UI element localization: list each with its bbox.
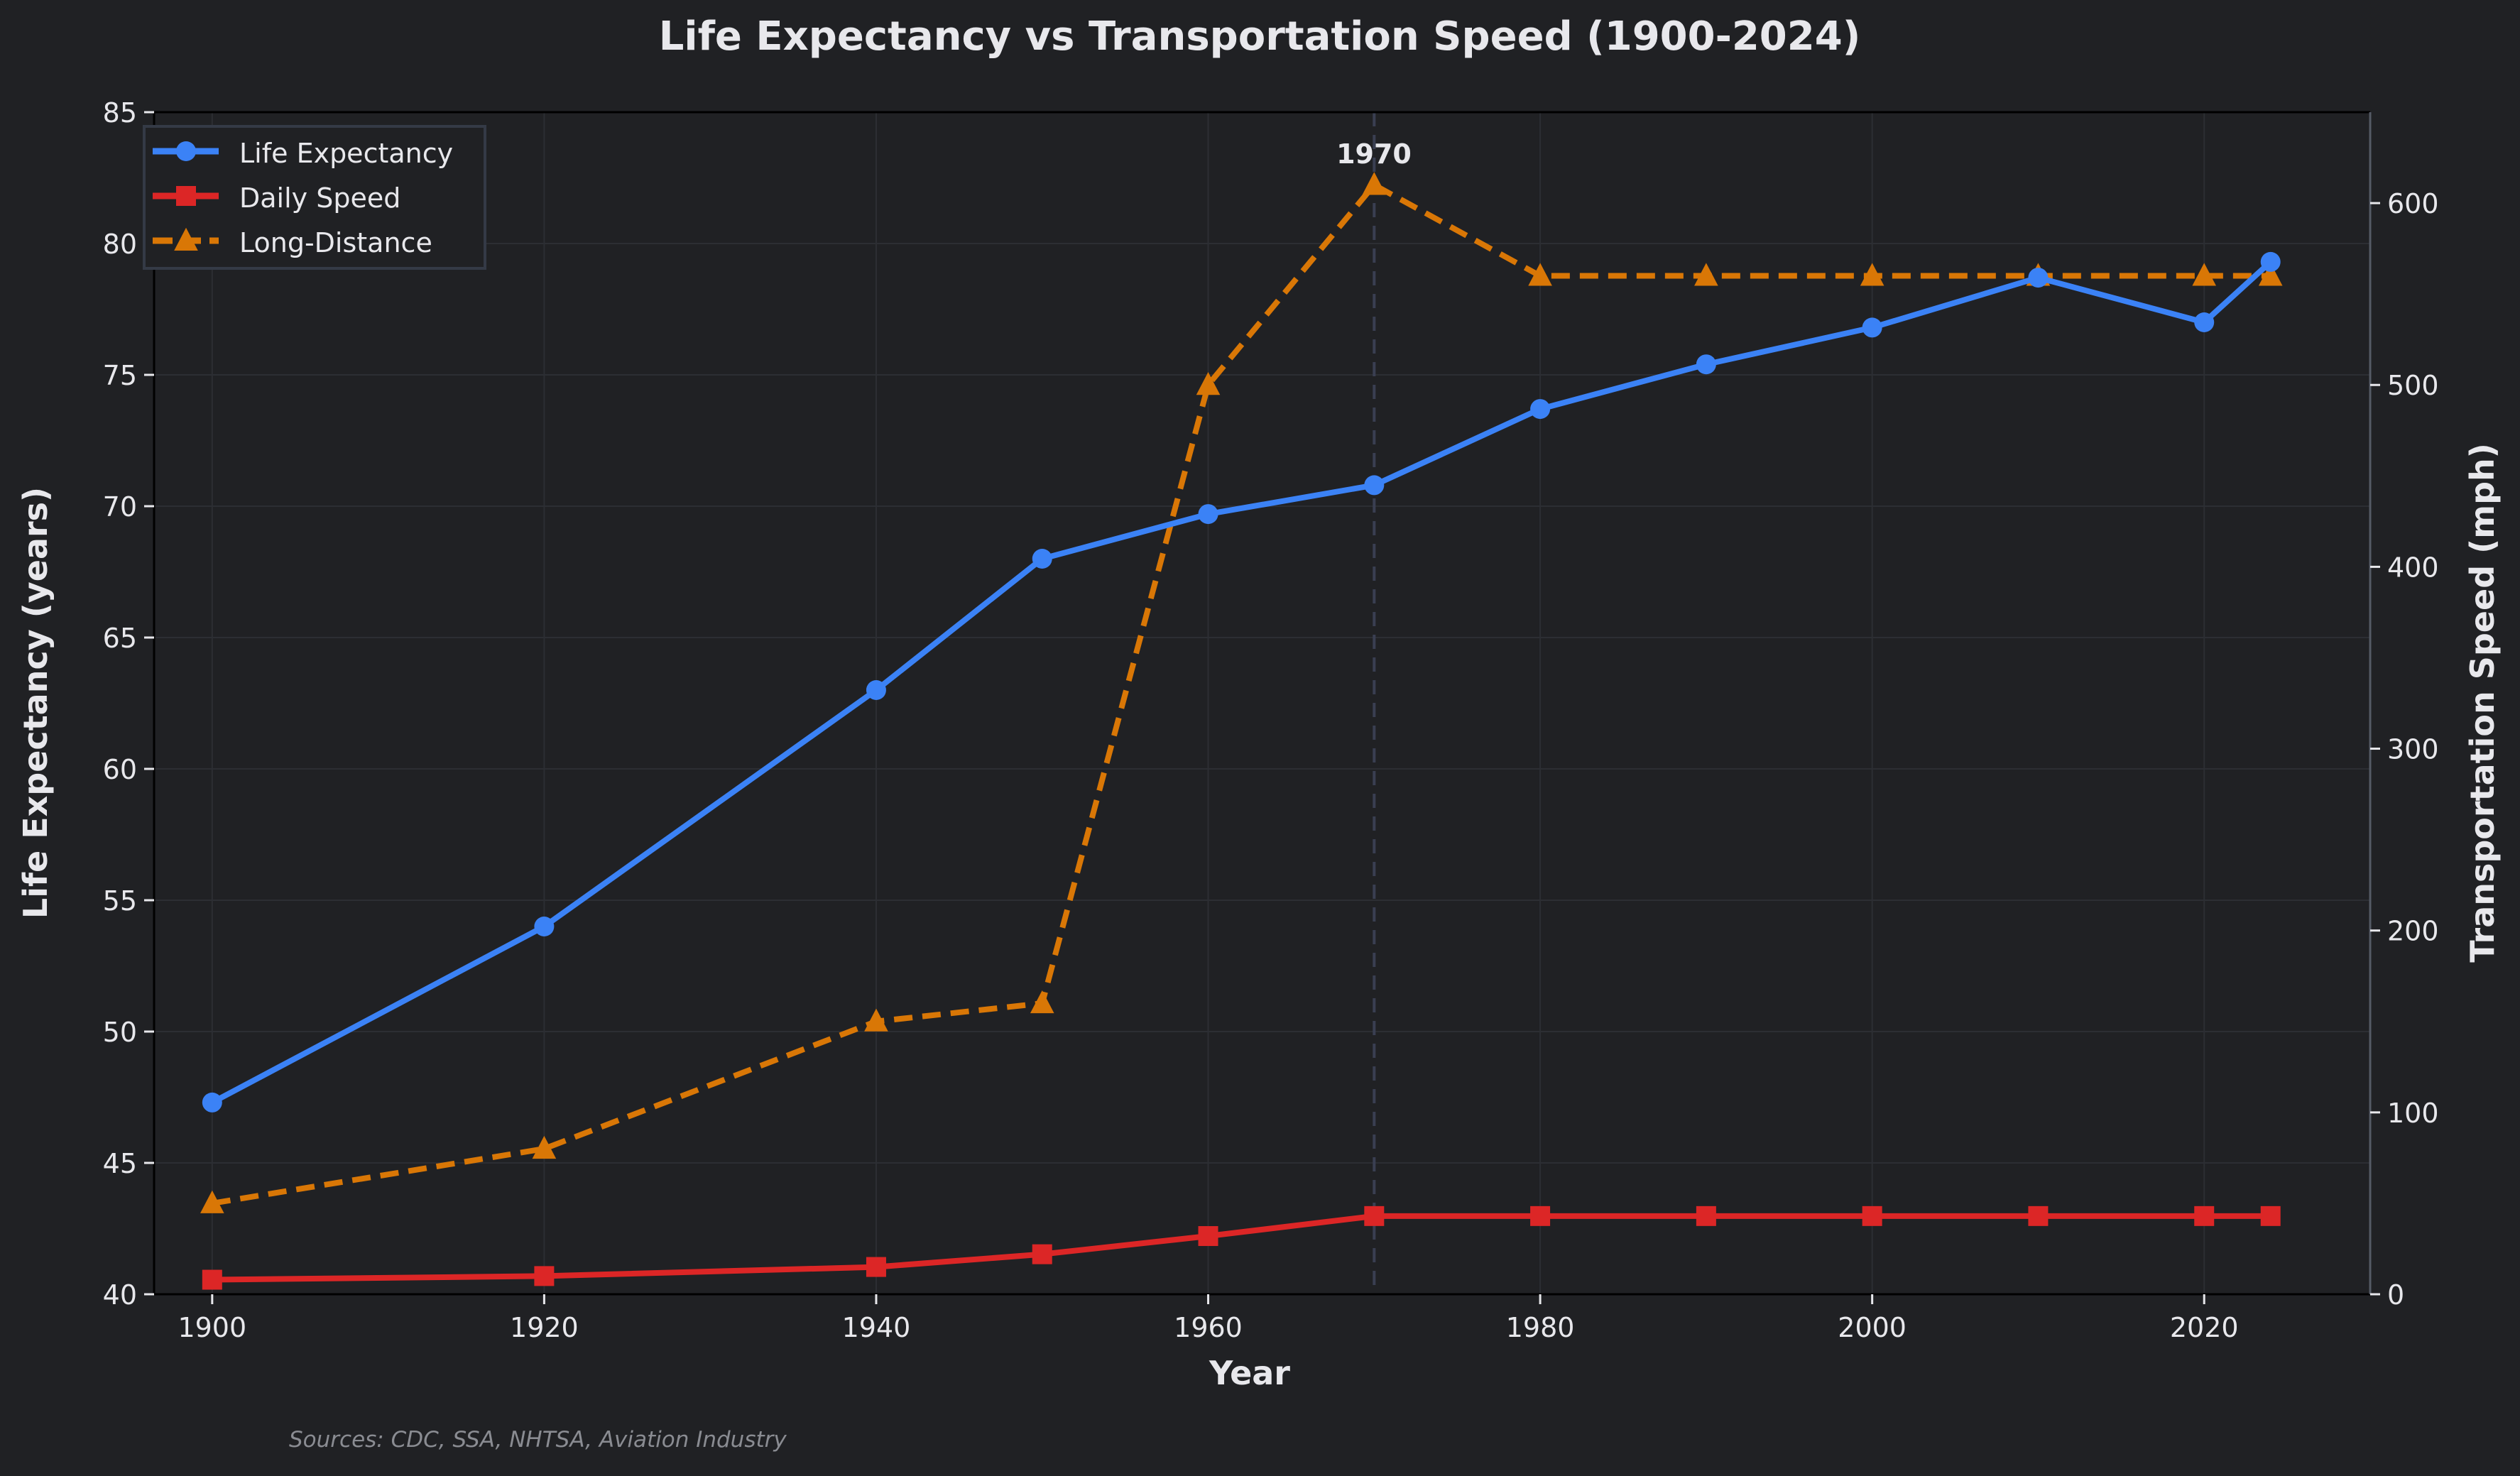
data-point-long-distance: [1362, 172, 1387, 195]
legend-marker-long-distance: [174, 227, 198, 251]
y-axis-right-label: Transportation Speed (mph): [2463, 443, 2502, 963]
y-tick-label: 55: [103, 885, 137, 917]
x-tick-label: 1980: [1506, 1312, 1575, 1343]
x-tick-label: 2000: [1838, 1312, 1907, 1343]
data-point-long-distance: [1528, 263, 1552, 286]
data-point-life-expectancy: [1198, 504, 1218, 525]
data-point-daily-speed: [1862, 1206, 1882, 1226]
data-point-daily-speed: [2194, 1206, 2215, 1226]
data-point-daily-speed: [1364, 1206, 1385, 1226]
y-axis-label: Life Expectancy (years): [16, 487, 55, 919]
data-point-life-expectancy: [1032, 549, 1052, 569]
data-point-long-distance: [864, 1008, 888, 1032]
legend-label-daily-speed: Daily Speed: [239, 182, 400, 214]
legend-label-long-distance: Long-Distance: [239, 227, 432, 258]
y-tick-label: 80: [103, 229, 137, 260]
data-point-daily-speed: [1032, 1244, 1052, 1264]
data-point-long-distance: [1860, 263, 1884, 286]
legend-marker-life-expectancy: [176, 141, 196, 161]
y-right-tick-label: 500: [2387, 370, 2439, 401]
data-point-daily-speed: [534, 1266, 555, 1286]
y-right-tick-label: 200: [2387, 916, 2439, 947]
data-point-long-distance: [1694, 263, 1718, 286]
source-note: Sources: CDC, SSA, NHTSA, Aviation Indus…: [289, 1427, 787, 1453]
axes: 1900 1920 1940 1960 1980 2000 2020404550556065…: [103, 97, 2439, 1343]
y-tick-label: 65: [103, 623, 137, 654]
annotation-label: 1970: [1336, 138, 1412, 170]
y-tick-label: 60: [103, 754, 137, 785]
legend-marker-daily-speed: [176, 186, 196, 206]
data-point-life-expectancy: [534, 917, 555, 936]
series-group: [200, 172, 2283, 1290]
data-point-long-distance: [1196, 372, 1221, 395]
y-right-tick-label: 400: [2387, 552, 2439, 583]
y-right-tick-label: 100: [2387, 1098, 2439, 1129]
data-point-life-expectancy: [2028, 268, 2049, 288]
data-point-long-distance: [1030, 990, 1054, 1014]
y-right-tick-label: 0: [2387, 1279, 2404, 1311]
legend-label-life-expectancy: Life Expectancy: [239, 138, 453, 169]
y-tick-label: 70: [103, 491, 137, 523]
data-point-life-expectancy: [866, 680, 886, 700]
data-point-long-distance: [2192, 263, 2217, 286]
data-point-daily-speed: [2028, 1206, 2049, 1226]
y-right-tick-label: 600: [2387, 188, 2439, 219]
y-tick-label: 45: [103, 1148, 137, 1179]
data-point-daily-speed: [2260, 1206, 2281, 1226]
data-point-life-expectancy: [1862, 317, 1882, 338]
series-line-life-expectancy: [210, 259, 2273, 1105]
x-tick-label: 1920: [510, 1312, 579, 1343]
data-point-daily-speed: [202, 1269, 222, 1290]
data-point-life-expectancy: [2260, 251, 2281, 272]
data-point-life-expectancy: [2194, 312, 2215, 332]
x-tick-label: 1960: [1174, 1312, 1243, 1343]
data-point-daily-speed: [1696, 1206, 1716, 1226]
data-point-long-distance: [532, 1135, 557, 1159]
x-tick-label: 2020: [2170, 1312, 2239, 1343]
data-point-daily-speed: [866, 1257, 886, 1277]
y-tick-label: 75: [103, 360, 137, 391]
y-tick-label: 40: [103, 1279, 137, 1311]
y-right-tick-label: 300: [2387, 734, 2439, 765]
data-point-long-distance: [200, 1190, 224, 1213]
data-point-daily-speed: [1198, 1226, 1218, 1247]
series-line-long-distance: [212, 182, 2271, 1206]
data-point-daily-speed: [1530, 1206, 1551, 1226]
x-axis-label: Year: [1209, 1354, 1290, 1392]
legend: Life Expectancy Daily Speed Long-Distanc…: [143, 125, 486, 270]
series-line-daily-speed: [212, 1213, 2271, 1283]
data-point-life-expectancy: [1696, 354, 1716, 375]
x-tick-label: 1900: [178, 1312, 246, 1343]
y-tick-label: 50: [103, 1017, 137, 1048]
data-point-life-expectancy: [1364, 475, 1385, 496]
x-tick-label: 1940: [842, 1312, 911, 1343]
data-point-long-distance: [2258, 263, 2283, 286]
data-point-life-expectancy: [202, 1092, 222, 1113]
y-tick-label: 85: [103, 97, 137, 129]
data-point-life-expectancy: [1530, 399, 1551, 420]
chart-title: Life Expectancy vs Transportation Speed …: [659, 13, 1861, 60]
